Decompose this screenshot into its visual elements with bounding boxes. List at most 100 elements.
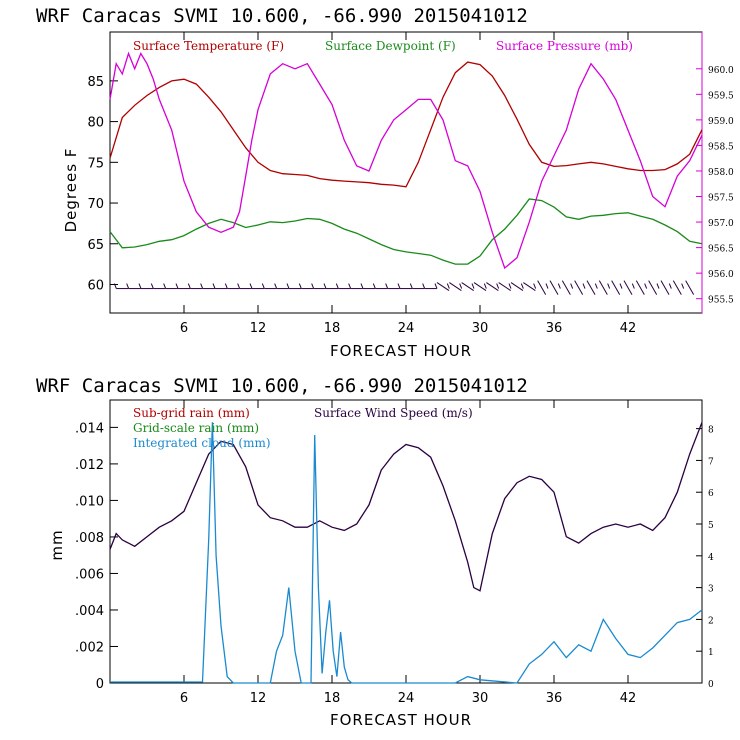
y2-tick-label: 0 [708,680,714,690]
lower-y-axis-label: mm [48,529,66,560]
wind-barb-feather [249,283,253,289]
wind-barb-shaft [449,282,462,291]
wind-barb-shaft [685,280,695,295]
upper-x-axis-label: FORECAST HOUR [330,342,472,360]
wind-barb-feather [150,283,154,289]
wind-barb-shaft [523,282,536,291]
y2-tick-label: 1 [708,648,714,658]
legend-gridscale-rain: Grid-scale rain (mm) [133,421,259,435]
legend-subgrid-rain: Sub-grid rain (mm) [133,406,250,420]
dewpoint-line [109,198,703,265]
wind-barb-feather [335,283,339,289]
y-tick-label: .008 [75,531,104,546]
wind-barb-shaft [498,282,511,291]
wind-barb-shaft [436,282,450,291]
wind-barb-shaft [473,282,487,291]
wind-barb-shaft [586,280,596,295]
upper-y-ticks: 60 65 70 75 80 85 [87,75,118,293]
y-tick-label: 75 [87,156,104,171]
y2-tick-label: 958.0 [708,168,734,178]
legend-temperature: Surface Temperature (F) [133,39,284,53]
wind-barb-feather [422,283,426,289]
wind-barb-feather [224,283,228,289]
wind-barb-feather [644,283,648,289]
y-tick-label: .010 [75,494,104,509]
y-tick-label: 60 [87,278,104,293]
y-tick-label: .004 [75,604,104,619]
y2-tick-label: 3 [708,585,714,595]
lower-x-ticks: 6 12 18 24 30 36 42 [180,400,636,706]
x-tick-label: 30 [472,691,489,706]
wind-barb-shaft [611,280,621,295]
x-tick-label: 24 [398,321,415,336]
x-tick-label: 42 [620,321,637,336]
legend-integrated-cloud: Integrated cloud (mm) [133,436,271,450]
wind-barbs [113,280,695,295]
wind-barb-feather [496,283,500,289]
wind-barb-feather [138,283,142,289]
upper-y-axis-label: Degrees F [62,148,80,233]
wind-barb-feather [175,283,179,289]
wind-barb-shaft [574,280,584,295]
wind-barb-shaft [635,280,645,295]
wind-barb-feather [545,283,549,289]
wind-barb-feather [409,283,413,289]
wind-barb-feather [668,283,672,289]
upper-y2-ticks: 955.5 956.0 956.5 957.0 957.5 958.0 958.5 959.0… [696,32,734,313]
wind-barb-feather [446,283,450,289]
temperature-line [109,61,703,188]
wind-barb-shaft [537,280,547,295]
wind-barb-shaft [486,282,499,291]
y2-tick-label: 2 [708,616,714,626]
wind-barb-shaft [510,282,524,291]
x-tick-label: 6 [180,691,188,706]
y2-tick-label: 959.0 [708,117,734,127]
wind-barb-feather [200,283,204,289]
wind-barb-feather [557,283,561,289]
wind-barb-shaft [660,280,670,295]
y2-tick-label: 5 [708,521,714,531]
y2-tick-label: 955.5 [708,296,734,306]
lower-y-ticks: 0 .002 .004 .006 .008 .010 .012 .014 [75,421,118,692]
y2-tick-label: 960.0 [708,66,734,76]
wind-barb-feather [607,283,611,289]
upper-plot-frame [109,31,703,314]
lower-chart-title: WRF Caracas SVMI 10.600, -66.990 2015041… [36,375,528,397]
upper-chart-title: WRF Caracas SVMI 10.600, -66.990 2015041… [36,5,528,27]
wind-barb-shaft [598,280,608,295]
upper-panel: WRF Caracas SVMI 10.600, -66.990 2015041… [36,5,734,360]
x-tick-label: 18 [324,691,341,706]
wind-barb-feather [459,283,463,289]
wind-barb-feather [372,283,376,289]
integrated-cloud-line [110,422,703,684]
wind-barb-feather [570,283,574,289]
wind-barb-feather [212,283,216,289]
x-tick-label: 36 [546,321,563,336]
y-tick-label: 65 [87,238,104,253]
wind-barb-feather [681,283,685,289]
wind-barb-shaft [648,280,658,295]
y2-tick-label: 4 [708,553,714,563]
y2-tick-label: 957.0 [708,219,734,229]
wind-barb-feather [311,283,315,289]
wind-barb-feather [594,283,598,289]
wind-barb-feather [286,283,290,289]
wind-barb-feather [631,283,635,289]
y-tick-label: .014 [75,421,104,436]
y-tick-label: 70 [87,197,104,212]
wind-barb-shaft [672,280,682,295]
wind-barb-feather [126,283,130,289]
y-tick-label: 80 [87,116,104,131]
legend-dewpoint: Surface Dewpoint (F) [325,39,456,53]
wind-barb-feather [187,283,191,289]
wind-barb-feather [656,283,660,289]
y-tick-label: .002 [75,640,104,655]
x-tick-label: 36 [546,691,563,706]
wind-barb-feather [582,283,586,289]
wind-barb-feather [471,283,475,289]
y2-tick-label: 956.5 [708,245,734,255]
x-tick-label: 24 [398,691,415,706]
wind-barb-feather [261,283,265,289]
lower-x-axis-label: FORECAST HOUR [330,711,472,729]
legend-wind-speed: Surface Wind Speed (m/s) [314,406,473,420]
